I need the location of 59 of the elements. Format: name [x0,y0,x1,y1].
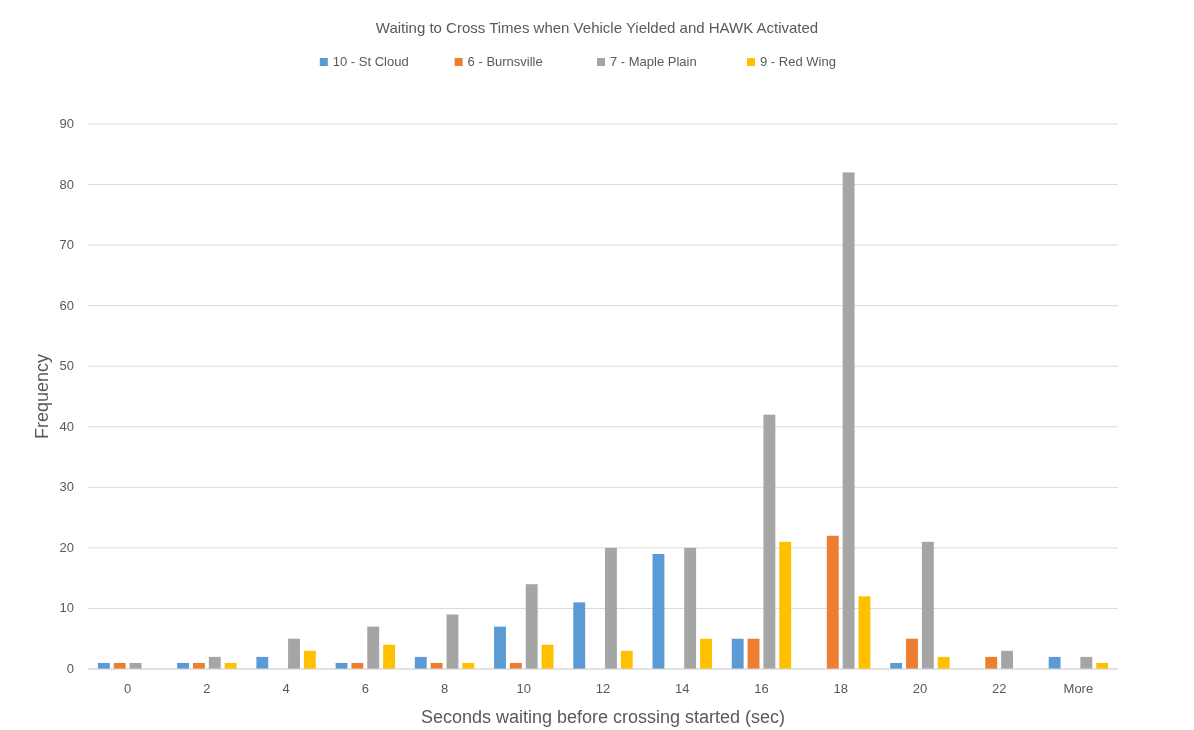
bar [906,638,918,669]
x-axis-title: Seconds waiting before crossing started (sec) [420,707,786,727]
x-tick-label: 16 [754,681,769,696]
y-tick-label: 80 [59,176,74,192]
x-tick-label: 14 [675,681,690,696]
y-tick-label: 70 [59,237,74,253]
x-tick-label: 20 [912,681,928,696]
y-tick-label: 0 [66,661,74,676]
y-tick-label: 90 [59,116,74,131]
bar [208,656,221,669]
x-tick-label: 8 [440,681,449,696]
bar [700,638,712,669]
x-tick-label: 12 [595,681,611,696]
y-tick-label: 50 [59,358,74,374]
bar [921,541,934,669]
bar [573,602,586,669]
bar [494,626,506,669]
bar [367,626,380,669]
bar [684,547,697,669]
legend-label: 7 - Maple Plain [610,54,697,69]
y-axis-title: Frequency [32,353,52,440]
y-tick-label: 20 [59,539,74,555]
legend-label: 10 - St Cloud [332,54,409,69]
x-tick-label: 10 [516,681,531,696]
bar [256,656,269,669]
bar [985,656,998,669]
bar [414,656,427,669]
bar [763,414,776,669]
bar [858,596,871,669]
bar [303,650,316,669]
bar [446,614,459,669]
legend-label: 9 - Red Wing [760,54,836,69]
x-tick-label: 18 [833,681,848,696]
bar [779,541,792,669]
bar [604,547,617,669]
x-tick-label: More [1063,681,1094,696]
bar [652,553,665,669]
bar [525,584,538,669]
bar [1048,656,1061,669]
bar [826,535,839,669]
y-tick-label: 10 [59,600,74,616]
y-tick-label: 30 [59,479,74,495]
x-tick-label: 22 [991,681,1007,696]
bar [731,638,744,669]
x-tick-label: 0 [124,681,132,696]
x-tick-label: 4 [282,681,290,696]
bar [620,650,633,669]
legend-label: 6 - Burnsville [467,54,543,69]
chart-title: Waiting to Cross Times when Vehicle Yielded and HAWK Activated [375,19,819,36]
bar [383,644,396,669]
y-tick-label: 60 [59,297,74,313]
bar [1001,650,1014,669]
bar [937,656,950,669]
x-tick-label: 6 [361,681,369,696]
bar [1080,656,1093,669]
bar [288,638,300,669]
bar [842,172,855,669]
y-tick-label: 40 [59,418,74,434]
x-tick-label: 2 [203,681,211,696]
